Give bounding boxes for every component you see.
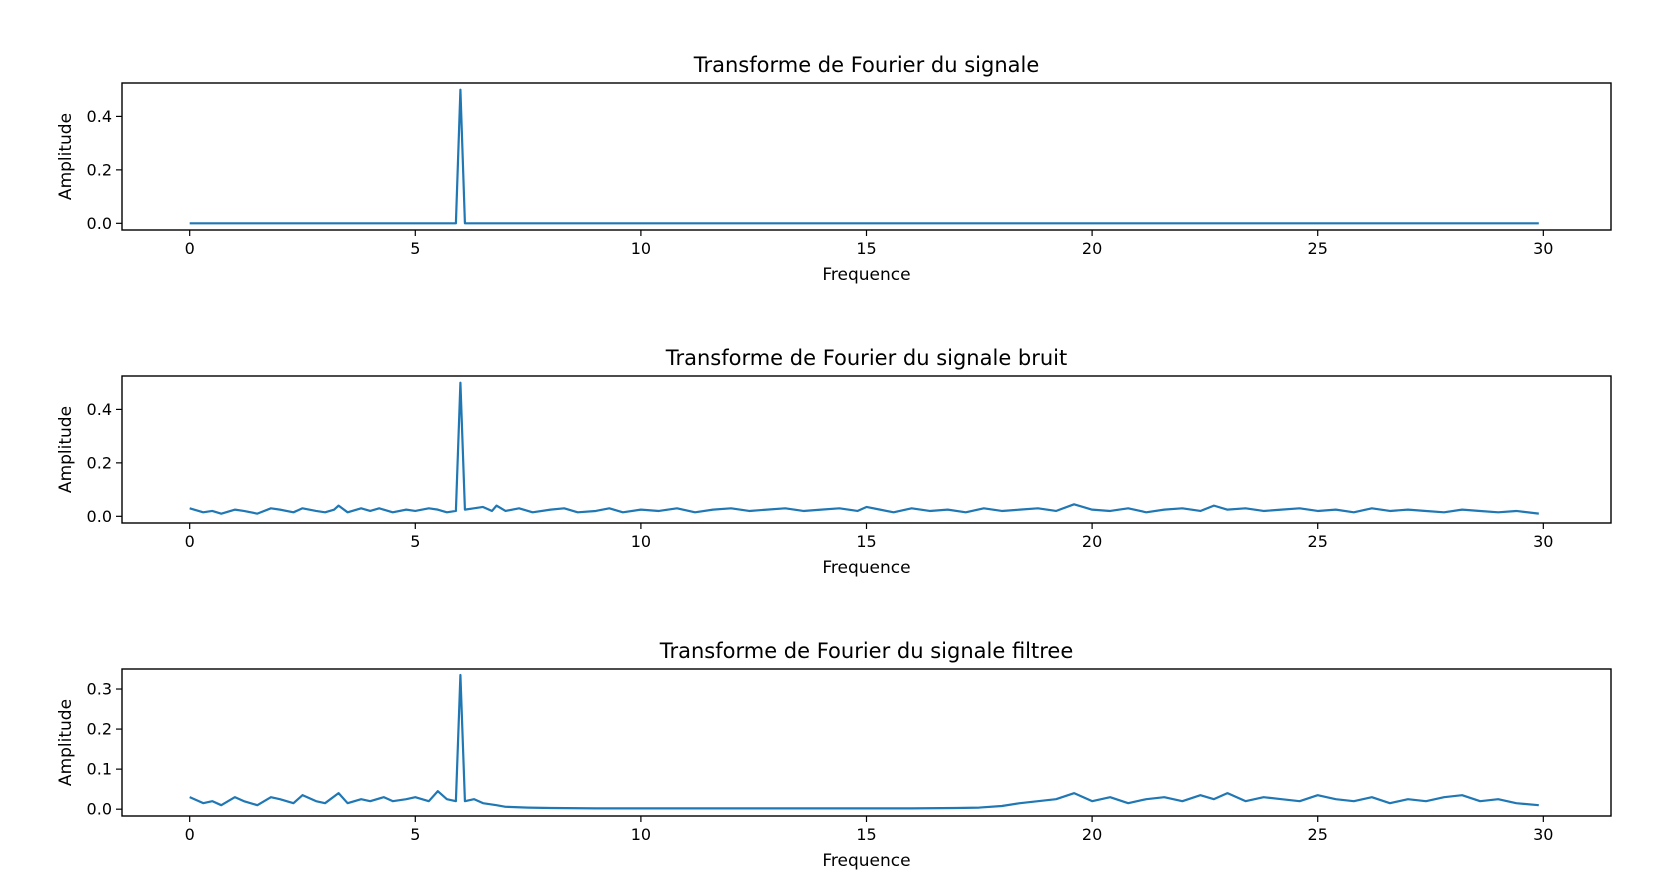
subplot-3-xlabel: Frequence (822, 851, 910, 871)
subplot-2-ytick-label: 0.4 (87, 400, 112, 419)
subplot-3-frame (121, 668, 1612, 817)
subplot-3-series-1-line (189, 673, 1539, 810)
subplot-3-ytick-label: 0.3 (87, 680, 112, 699)
subplot-3: Transforme de Fourier du signale filtree… (56, 639, 1612, 871)
subplot-1-xlabel: Frequence (822, 265, 910, 285)
subplot-1-xtick-label: 5 (410, 239, 420, 258)
subplot-2-xtick-label: 25 (1308, 532, 1328, 551)
subplot-2-series-1-line (189, 381, 1539, 515)
subplot-1-series-1-line (189, 88, 1539, 225)
subplot-1: Transforme de Fourier du signale Frequen… (56, 53, 1612, 285)
subplot-3-ytick-label: 0.1 (87, 760, 112, 779)
subplot-1-xtick-label: 0 (185, 239, 195, 258)
subplot-2-xtick-label: 0 (185, 532, 195, 551)
subplot-3-xtick-label: 30 (1533, 825, 1553, 844)
subplot-2-xtick-label: 10 (631, 532, 651, 551)
subplot-3-xtick-label: 5 (410, 825, 420, 844)
subplot-2-ylabel: Amplitude (56, 406, 76, 493)
subplot-2-title: Transforme de Fourier du signale bruit (665, 346, 1068, 370)
subplot-2-xlabel: Frequence (822, 558, 910, 578)
subplot-3-xtick-label: 15 (856, 825, 876, 844)
subplot-1-frame (121, 82, 1612, 231)
subplot-1-title: Transforme de Fourier du signale (693, 53, 1040, 77)
subplot-2-xtick-label: 30 (1533, 532, 1553, 551)
subplot-2: Transforme de Fourier du signale bruit F… (56, 346, 1612, 578)
subplot-1-xtick-label: 20 (1082, 239, 1102, 258)
subplot-3-xtick-label: 20 (1082, 825, 1102, 844)
subplot-2-ytick-label: 0.2 (87, 453, 112, 472)
subplot-2-xtick-label: 15 (856, 532, 876, 551)
subplot-2-xtick-label: 5 (410, 532, 420, 551)
subplot-3-ytick-label: 0.0 (87, 800, 112, 819)
subplot-1-xtick-label: 25 (1308, 239, 1328, 258)
subplot-2-ytick-label: 0.0 (87, 507, 112, 526)
subplot-1-ytick-label: 0.4 (87, 107, 112, 126)
subplot-1-xtick-label: 15 (856, 239, 876, 258)
subplot-3-title: Transforme de Fourier du signale filtree (659, 639, 1074, 663)
subplot-1-ylabel: Amplitude (56, 113, 76, 200)
subplot-1-xtick-label: 10 (631, 239, 651, 258)
subplot-3-ylabel: Amplitude (56, 699, 76, 786)
subplot-3-xtick-label: 10 (631, 825, 651, 844)
subplot-3-ytick-label: 0.2 (87, 720, 112, 739)
subplot-1-ytick-label: 0.2 (87, 160, 112, 179)
subplot-1-ytick-label: 0.0 (87, 214, 112, 233)
subplot-2-xtick-label: 20 (1082, 532, 1102, 551)
subplot-3-xtick-label: 25 (1308, 825, 1328, 844)
subplot-1-xtick-label: 30 (1533, 239, 1553, 258)
subplot-2-frame (121, 375, 1612, 524)
subplot-3-xtick-label: 0 (185, 825, 195, 844)
